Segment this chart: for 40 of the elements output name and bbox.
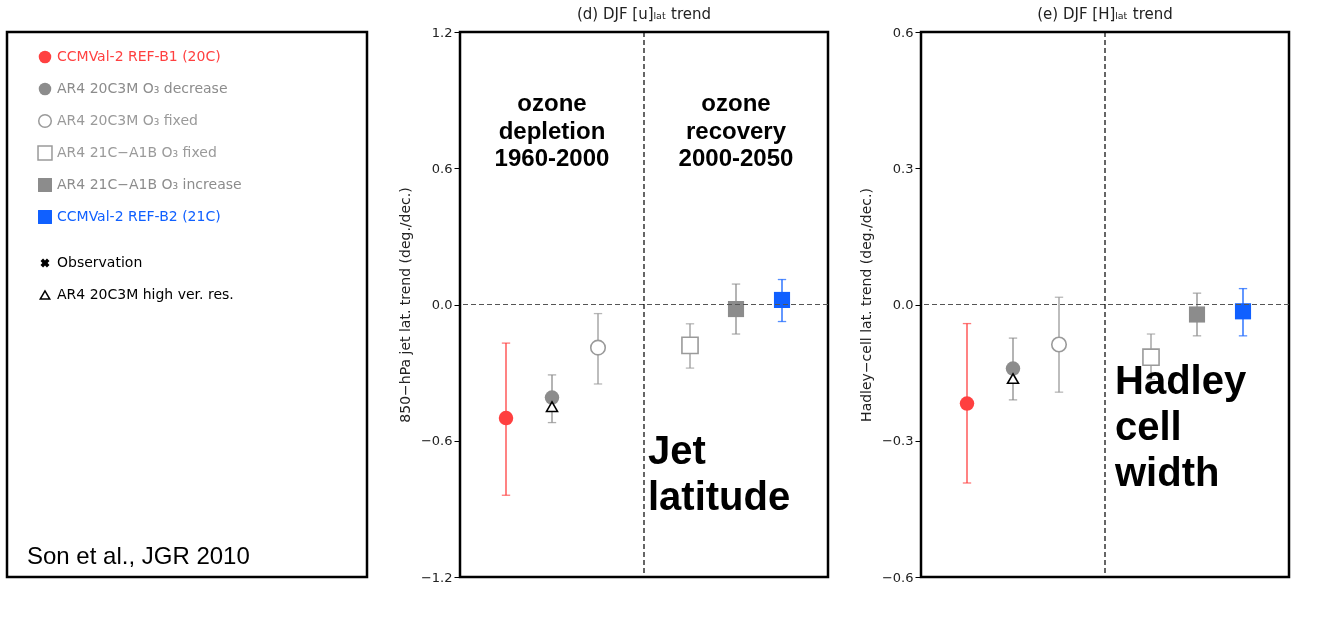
legend-label: AR4 21C−A1B O₃ fixed xyxy=(57,144,217,160)
point xyxy=(1234,303,1252,320)
legend-label: AR4 21C−A1B O₃ increase xyxy=(57,176,242,192)
y-tick-label: 0.6 xyxy=(892,24,914,40)
legend-label: CCMVal-2 REF-B1 (20C) xyxy=(57,48,221,64)
y-tick-label: 0.6 xyxy=(431,160,453,176)
point xyxy=(773,291,791,309)
point xyxy=(959,396,975,411)
annotation: ozone depletion 1960-2000 xyxy=(494,89,610,172)
legend-label: AR4 20C3M O₃ decrease xyxy=(57,80,228,96)
point xyxy=(1050,336,1068,353)
chart-title: (d) DJF [u]ₗₐₜ trend xyxy=(576,5,712,23)
y-tick-label: −0.6 xyxy=(420,433,453,449)
point xyxy=(1006,372,1020,385)
point xyxy=(681,336,699,355)
point xyxy=(1005,361,1021,376)
y-tick-label: 0.0 xyxy=(431,297,453,312)
annotation: Hadley cell width xyxy=(1114,358,1247,494)
point xyxy=(545,401,559,413)
legend-label: CCMVal-2 REF-B2 (21C) xyxy=(57,208,221,224)
point xyxy=(544,390,560,405)
y-axis-title: Hadley−cell lat. trend (deg./dec.) xyxy=(857,188,874,422)
legend-label: AR4 20C3M O₃ fixed xyxy=(57,112,198,128)
chart-title: (e) DJF [H]ₗₐₜ trend xyxy=(1037,5,1173,23)
annotation: ozone recovery 2000-2050 xyxy=(678,89,794,172)
y-tick-label: 0.3 xyxy=(892,160,914,176)
annotation: Jet latitude xyxy=(648,428,791,518)
y-tick-label: 0.0 xyxy=(892,297,914,312)
point xyxy=(498,410,514,426)
point xyxy=(589,339,607,356)
legend-label: Observation xyxy=(57,254,143,270)
y-tick-label: −1.2 xyxy=(420,569,453,585)
text: Son et al., JGR 2010 xyxy=(27,542,250,569)
point xyxy=(727,300,745,318)
y-tick-label: −0.6 xyxy=(881,569,914,585)
point xyxy=(1188,306,1206,323)
y-tick-label: 1.2 xyxy=(431,24,453,40)
legend-label: AR4 20C3M high ver. res. xyxy=(57,286,234,302)
y-tick-label: −0.3 xyxy=(881,433,914,449)
y-axis-title: 850−hPa jet lat. trend (deg./dec.) xyxy=(396,187,413,423)
